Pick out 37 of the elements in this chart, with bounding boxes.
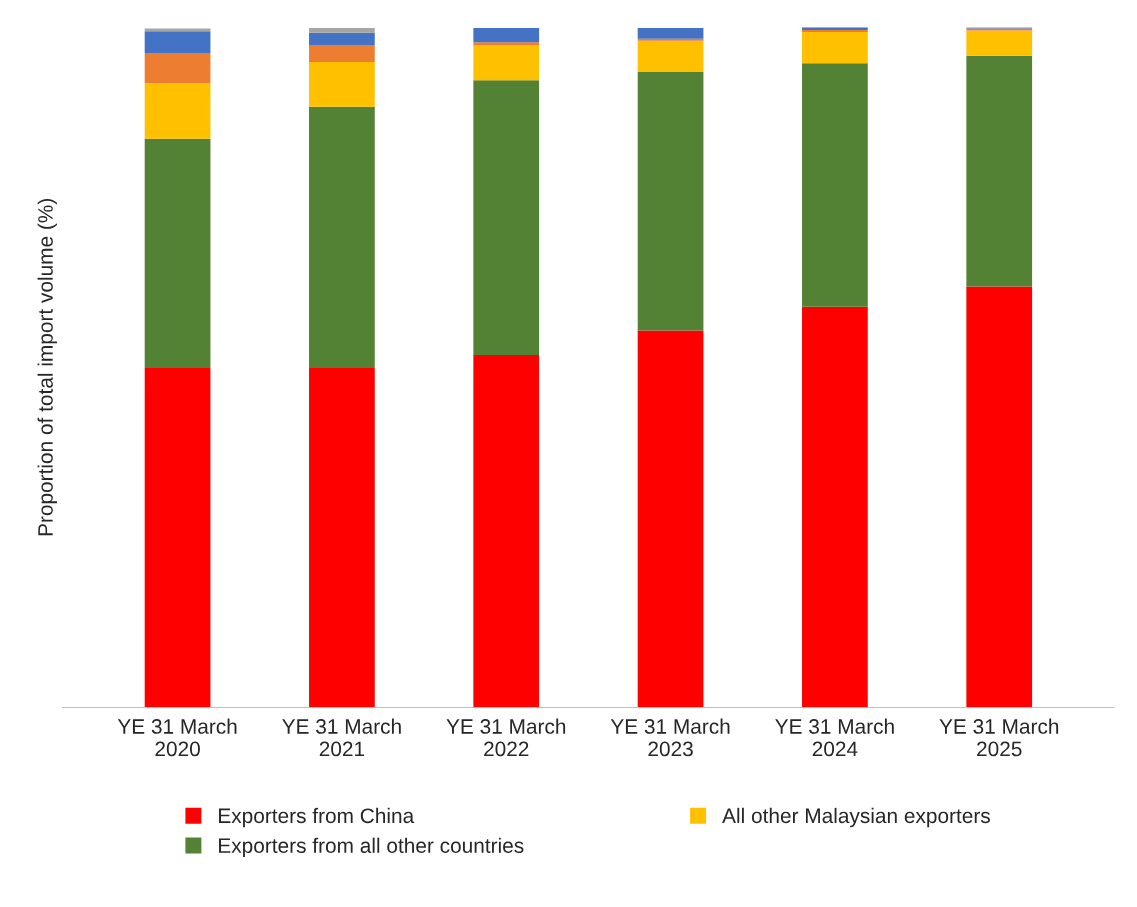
bar xyxy=(473,27,540,43)
bar xyxy=(802,31,868,64)
bar xyxy=(144,368,211,708)
x-tick-label: YE 31 March 2021 xyxy=(282,718,401,757)
legend-label: All other Malaysian exporters xyxy=(722,807,990,828)
bar xyxy=(309,44,375,62)
bar xyxy=(473,42,540,45)
bar xyxy=(966,55,1033,287)
bar xyxy=(144,31,211,54)
legend-label: Exporters from all other countries xyxy=(219,837,524,858)
bar xyxy=(309,368,375,708)
bar xyxy=(473,80,540,356)
bar xyxy=(309,32,375,45)
bar xyxy=(637,38,704,41)
bar xyxy=(802,306,868,708)
x-tick-label: YE 31 March 2020 xyxy=(117,718,237,757)
bar xyxy=(309,61,375,107)
y-axis-title: Proportion of total import volume (%) xyxy=(37,198,57,536)
bar xyxy=(637,72,704,331)
bar xyxy=(637,27,704,39)
bar xyxy=(309,106,375,369)
x-tick-label: YE 31 March 2024 xyxy=(775,718,894,757)
bar xyxy=(637,330,704,708)
bar xyxy=(144,53,211,83)
bar xyxy=(144,138,211,369)
bar xyxy=(802,63,868,307)
bar xyxy=(637,40,704,73)
x-tick-label: YE 31 March 2022 xyxy=(446,718,566,757)
x-tick-label: YE 31 March 2023 xyxy=(610,718,730,757)
bar xyxy=(473,355,540,708)
bar xyxy=(309,27,375,33)
bar xyxy=(966,286,1033,708)
bar xyxy=(966,30,1033,56)
legend-label: Exporters from China xyxy=(219,807,415,828)
bar xyxy=(144,82,211,139)
bar xyxy=(473,44,540,81)
x-tick-label: YE 31 March 2025 xyxy=(939,718,1059,757)
